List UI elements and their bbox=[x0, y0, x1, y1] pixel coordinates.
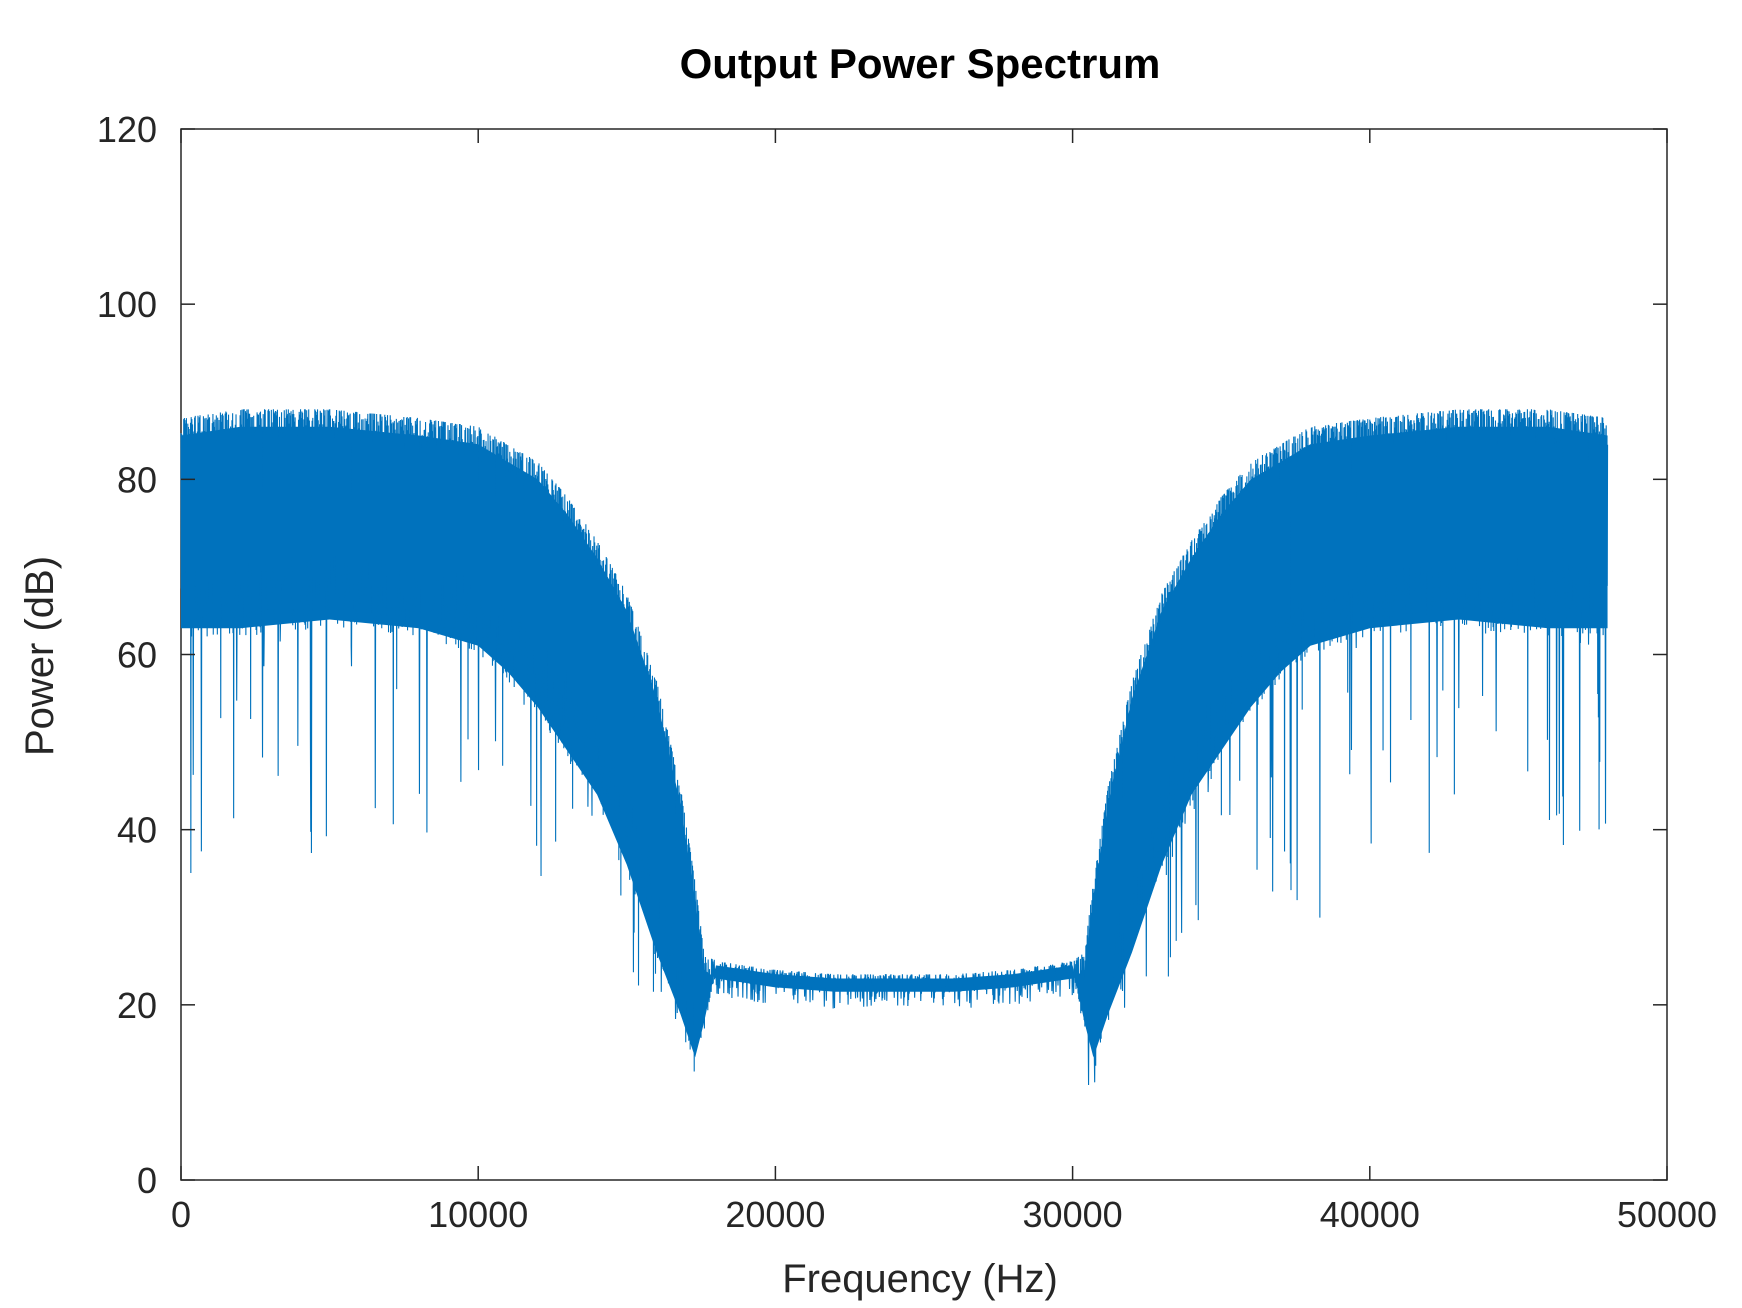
x-tick-label: 10000 bbox=[428, 1194, 528, 1235]
x-tick-label: 30000 bbox=[1023, 1194, 1123, 1235]
y-tick-label: 100 bbox=[97, 284, 157, 325]
x-tick-label: 40000 bbox=[1320, 1194, 1420, 1235]
y-tick-label: 120 bbox=[97, 109, 157, 150]
spectrum-series-line bbox=[180, 409, 1609, 1085]
y-axis-label: Power (dB) bbox=[18, 556, 62, 756]
plot-area: 0 10000 20000 30000 40000 50000 0 20 40 60 80 100 12… bbox=[97, 109, 1717, 1235]
y-tick-label: 60 bbox=[117, 635, 157, 676]
x-axis-label: Frequency (Hz) bbox=[782, 1257, 1058, 1301]
y-tick-label: 0 bbox=[137, 1160, 157, 1201]
x-tick-label: 20000 bbox=[725, 1194, 825, 1235]
x-tick-label: 0 bbox=[171, 1194, 191, 1235]
chart-title: Output Power Spectrum bbox=[680, 40, 1161, 87]
data-layer bbox=[180, 409, 1609, 1085]
y-tick-label: 20 bbox=[117, 985, 157, 1026]
x-tick-label: 50000 bbox=[1617, 1194, 1717, 1235]
ticks-layer: 0 10000 20000 30000 40000 50000 0 20 40 60 80 100 12… bbox=[97, 109, 1717, 1235]
y-tick-label: 80 bbox=[117, 459, 157, 500]
y-tick-label: 40 bbox=[117, 810, 157, 851]
axes-box bbox=[180, 128, 1668, 1181]
